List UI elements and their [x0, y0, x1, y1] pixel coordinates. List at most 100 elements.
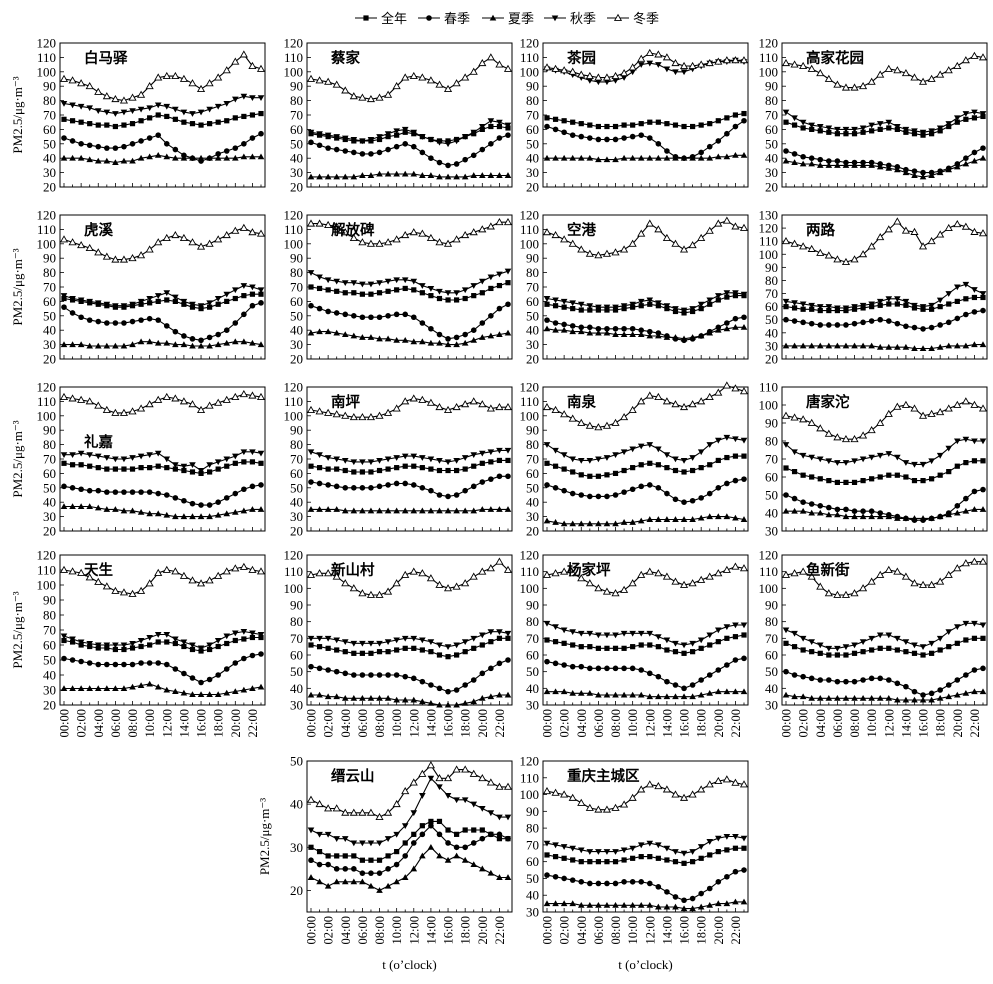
- data-point: [903, 649, 909, 655]
- data-point: [86, 342, 93, 349]
- y-tick-label: 30: [526, 165, 539, 180]
- data-point: [859, 639, 867, 645]
- data-point: [901, 226, 910, 234]
- x-tick-label: 10:00: [390, 709, 404, 737]
- data-point: [393, 311, 400, 318]
- data-point: [681, 685, 687, 692]
- data-point: [791, 151, 798, 157]
- data-point: [936, 297, 944, 304]
- y-tick-label: 120: [37, 36, 57, 51]
- y-tick-label: 20: [43, 180, 56, 195]
- data-point: [577, 847, 585, 854]
- data-point: [833, 590, 842, 598]
- data-point: [816, 695, 824, 701]
- data-point: [732, 315, 739, 322]
- data-point: [154, 238, 163, 246]
- data-point: [569, 900, 576, 907]
- data-point: [232, 338, 239, 345]
- data-point: [963, 311, 969, 318]
- data-point: [570, 469, 576, 475]
- data-point: [496, 831, 503, 838]
- data-point: [206, 502, 213, 508]
- data-point: [496, 331, 503, 337]
- y-tick-label: 80: [43, 265, 56, 280]
- y-tick-label: 70: [290, 280, 303, 295]
- data-point: [739, 223, 749, 231]
- data-point: [689, 849, 696, 855]
- data-point: [239, 389, 248, 398]
- legend-label: 秋季: [570, 12, 596, 27]
- data-point: [461, 579, 470, 587]
- data-point: [544, 482, 550, 488]
- data-point: [453, 290, 460, 297]
- y-tick-label: 80: [43, 437, 56, 452]
- data-point: [248, 391, 257, 399]
- data-point: [198, 679, 204, 686]
- data-point: [971, 506, 978, 512]
- data-point: [868, 635, 875, 642]
- data-point: [612, 452, 619, 458]
- data-point: [843, 506, 849, 513]
- data-point: [307, 635, 315, 642]
- data-point: [351, 853, 357, 859]
- data-point: [638, 879, 645, 885]
- data-point: [980, 665, 986, 672]
- y-tick-label: 50: [43, 136, 56, 151]
- data-point: [697, 332, 705, 339]
- data-point: [385, 466, 391, 472]
- data-point: [333, 836, 340, 842]
- y-tick-label: 30: [43, 337, 56, 352]
- data-point: [103, 342, 111, 349]
- data-point: [732, 845, 739, 851]
- data-point: [876, 570, 885, 578]
- data-point: [419, 637, 426, 644]
- data-point: [137, 106, 145, 113]
- data-point: [741, 314, 747, 321]
- data-point: [487, 172, 495, 178]
- data-point: [629, 691, 636, 698]
- data-point: [681, 499, 687, 506]
- data-point: [112, 466, 118, 472]
- data-point: [577, 574, 586, 582]
- data-point: [129, 661, 136, 668]
- data-point: [393, 170, 400, 177]
- data-point: [367, 507, 375, 514]
- x-tick-label: 00:00: [305, 709, 319, 737]
- y-tick-label: 70: [43, 452, 56, 467]
- data-point: [215, 672, 221, 678]
- data-point: [427, 700, 435, 706]
- data-point: [885, 632, 893, 639]
- data-point: [189, 675, 196, 681]
- data-point: [672, 456, 679, 463]
- legend-marker: [551, 15, 559, 22]
- data-point: [560, 326, 568, 333]
- data-point: [171, 394, 180, 402]
- data-point: [258, 300, 264, 306]
- data-point: [937, 687, 943, 693]
- data-point: [359, 870, 366, 876]
- data-point: [454, 467, 460, 474]
- data-point: [679, 793, 689, 801]
- y-tick-label: 40: [765, 325, 778, 340]
- data-point: [544, 115, 550, 121]
- x-tick-label: 14:00: [899, 709, 913, 737]
- data-point: [723, 290, 731, 297]
- data-point: [479, 460, 485, 466]
- data-point: [224, 298, 230, 304]
- data-point: [971, 688, 978, 695]
- data-point: [824, 251, 833, 259]
- data-point: [385, 288, 391, 294]
- data-point: [561, 640, 567, 646]
- data-point: [341, 808, 350, 816]
- data-point: [620, 691, 628, 698]
- data-point: [137, 90, 146, 98]
- y-tick-label: 30: [290, 509, 303, 524]
- data-point: [877, 126, 883, 132]
- data-point: [479, 146, 486, 153]
- data-point: [350, 640, 358, 647]
- data-point: [359, 291, 365, 297]
- data-point: [384, 808, 393, 816]
- data-point: [129, 341, 136, 348]
- series-line: [546, 316, 745, 341]
- data-point: [577, 630, 585, 637]
